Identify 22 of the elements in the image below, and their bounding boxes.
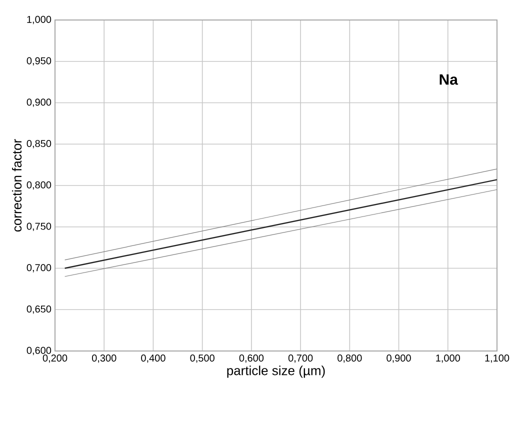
y-tick-label: 0,600 [26,346,52,356]
y-tick-label: 1,000 [27,16,52,24]
y-tick-label: 0,650 [26,305,52,314]
x-tick-label: 0,900 [386,354,411,363]
y-tick-label: 0,700 [26,264,52,272]
annotation: Na [440,74,458,85]
x-tick-label: 0,400 [141,354,166,363]
x-tick-label: 0,300 [92,354,116,363]
y-tick-label: 0,950 [26,57,52,66]
x-tick-label: 0,600 [239,354,264,363]
x-tick-label: 1,000 [436,354,460,363]
y-tick-label: 0,850 [26,140,52,148]
x-axis-title: particle size (µm) [227,366,325,378]
y-tick-label: 0,900 [26,98,52,107]
x-tick-label: 0,500 [190,354,214,363]
y-axis-title: correction factor [12,139,22,232]
x-tick-label: 1,100 [485,354,510,363]
x-tick-label: 0,700 [288,354,313,363]
x-tick-label: 0,200 [42,354,68,363]
y-tick-label: 0,750 [26,222,52,231]
x-tick-label: 0,800 [338,354,362,363]
y-tick-label: 0,800 [26,181,52,190]
